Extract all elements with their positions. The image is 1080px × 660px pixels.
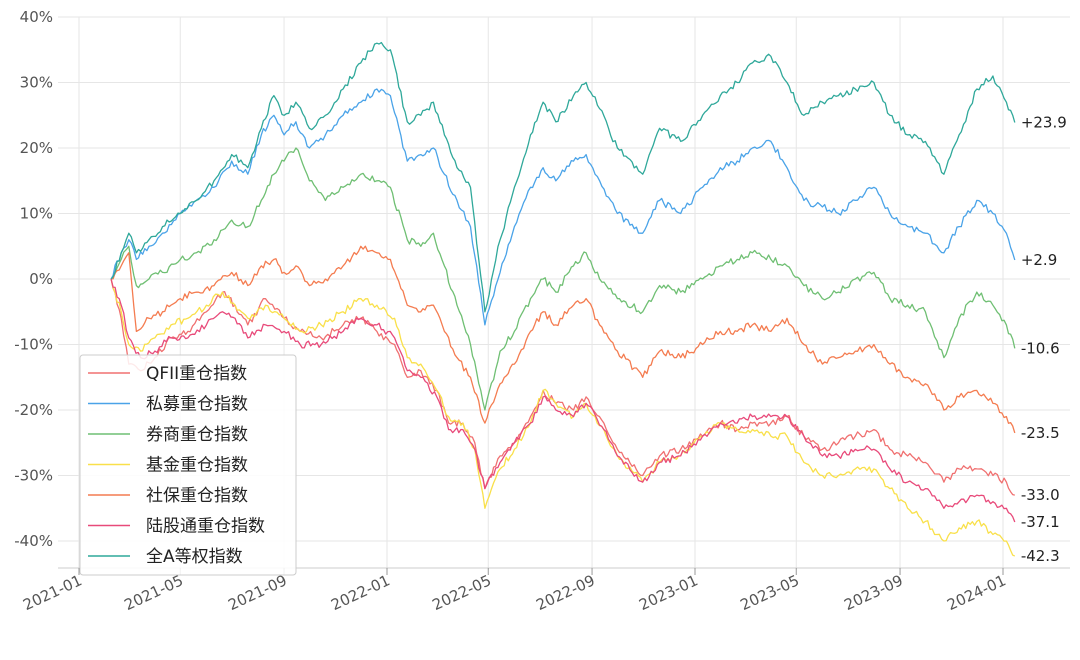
y-tick-label: 0% (29, 270, 53, 288)
legend-label: QFII重仓指数 (146, 364, 247, 384)
legend-label: 私募重仓指数 (146, 395, 248, 415)
series-end-label: +2.9 (1021, 251, 1057, 269)
x-tick-label: 2022-05 (430, 571, 494, 614)
y-tick-label: -10% (14, 336, 53, 354)
legend-box (79, 354, 297, 576)
series-line (110, 278, 1015, 496)
series-line (110, 278, 1016, 557)
x-tick-label: 2022-09 (533, 571, 597, 614)
series-end-label: -37.1 (1021, 513, 1060, 531)
series-line (111, 245, 1016, 434)
y-tick-label: 40% (20, 8, 53, 26)
y-tick-label: 10% (20, 205, 53, 223)
y-tick-label: -40% (14, 532, 53, 550)
legend: QFII重仓指数私募重仓指数券商重仓指数基金重仓指数社保重仓指数陆股通重仓指数全… (79, 354, 297, 576)
y-tick-label: 20% (20, 139, 53, 157)
series-line (110, 41, 1016, 313)
y-axis: 40% 30% 20% 10% 0% -10% -20% -30% -40% (14, 8, 53, 550)
x-tick-label: 2021-09 (225, 571, 289, 614)
series-line (110, 147, 1016, 411)
x-tick-label: 2021-05 (122, 571, 186, 614)
legend-label: 券商重仓指数 (146, 425, 248, 445)
x-tick-label: 2024-01 (944, 571, 1008, 614)
y-tick-label: -30% (14, 467, 53, 485)
series-lines (110, 41, 1016, 557)
series-line (110, 278, 1016, 523)
y-tick-label: 30% (20, 74, 53, 92)
legend-label: 陆股通重仓指数 (146, 517, 265, 537)
series-end-label: -33.0 (1021, 486, 1060, 504)
x-tick-label: 2023-05 (738, 571, 802, 614)
series-end-label: -10.6 (1021, 339, 1060, 357)
legend-label: 社保重仓指数 (146, 486, 248, 506)
legend-label: 基金重仓指数 (146, 456, 248, 476)
x-tick-label: 2022-01 (328, 571, 392, 614)
series-line (110, 88, 1016, 326)
series-end-label: -23.5 (1021, 424, 1060, 442)
series-end-label: -42.3 (1021, 547, 1060, 565)
legend-label: 全A等权指数 (146, 547, 243, 567)
x-tick-label: 2021-01 (20, 571, 84, 614)
x-tick-label: 2023-09 (841, 571, 905, 614)
x-tick-label: 2023-01 (636, 571, 700, 614)
y-tick-label: -20% (14, 401, 53, 419)
series-end-label: +23.9 (1021, 113, 1067, 131)
end-labels: -33.0 +2.9 -10.6 -42.3 -23.5 -37.1 +23.9 (1021, 113, 1067, 565)
